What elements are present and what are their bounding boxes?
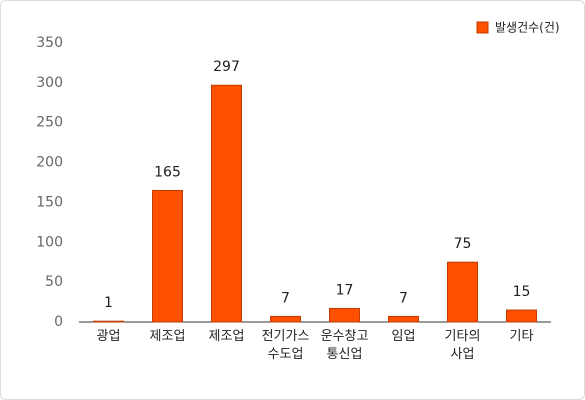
value-label: 7	[399, 290, 408, 306]
x-tick-label: 기타	[509, 329, 534, 344]
x-tick-label: 광업	[96, 329, 121, 344]
x-tick-label: 임업	[391, 329, 416, 344]
value-label: 165	[154, 164, 181, 180]
x-tick-label: 기타의 사업	[444, 329, 481, 362]
y-tick-label: 0	[54, 314, 63, 330]
value-label: 297	[213, 59, 240, 75]
bar	[329, 307, 360, 323]
value-label: 1	[104, 295, 113, 311]
value-label: 17	[336, 282, 354, 298]
y-tick-label: 250	[36, 115, 63, 131]
bar	[447, 261, 478, 323]
bar	[270, 315, 301, 323]
bar	[93, 320, 124, 323]
x-tick-label: 전기가스 수도업	[261, 329, 310, 362]
y-tick-label: 350	[36, 35, 63, 51]
bar	[506, 309, 537, 323]
x-tick-label: 제조업	[149, 329, 186, 344]
y-tick-label: 200	[36, 155, 63, 171]
y-tick-label: 50	[45, 274, 63, 290]
bar	[211, 84, 242, 323]
y-tick-label: 150	[36, 194, 63, 210]
bar	[152, 189, 183, 323]
value-label: 7	[281, 290, 290, 306]
y-tick-label: 100	[36, 234, 63, 250]
y-tick-label: 300	[36, 75, 63, 91]
bar	[388, 315, 419, 323]
legend-label: 발생건수(건)	[495, 21, 560, 35]
x-tick-label: 제조업	[208, 329, 245, 344]
legend-swatch	[476, 21, 489, 34]
value-label: 15	[513, 284, 531, 300]
value-label: 75	[454, 236, 472, 252]
x-tick-label: 운수창고 통신업	[320, 329, 369, 362]
